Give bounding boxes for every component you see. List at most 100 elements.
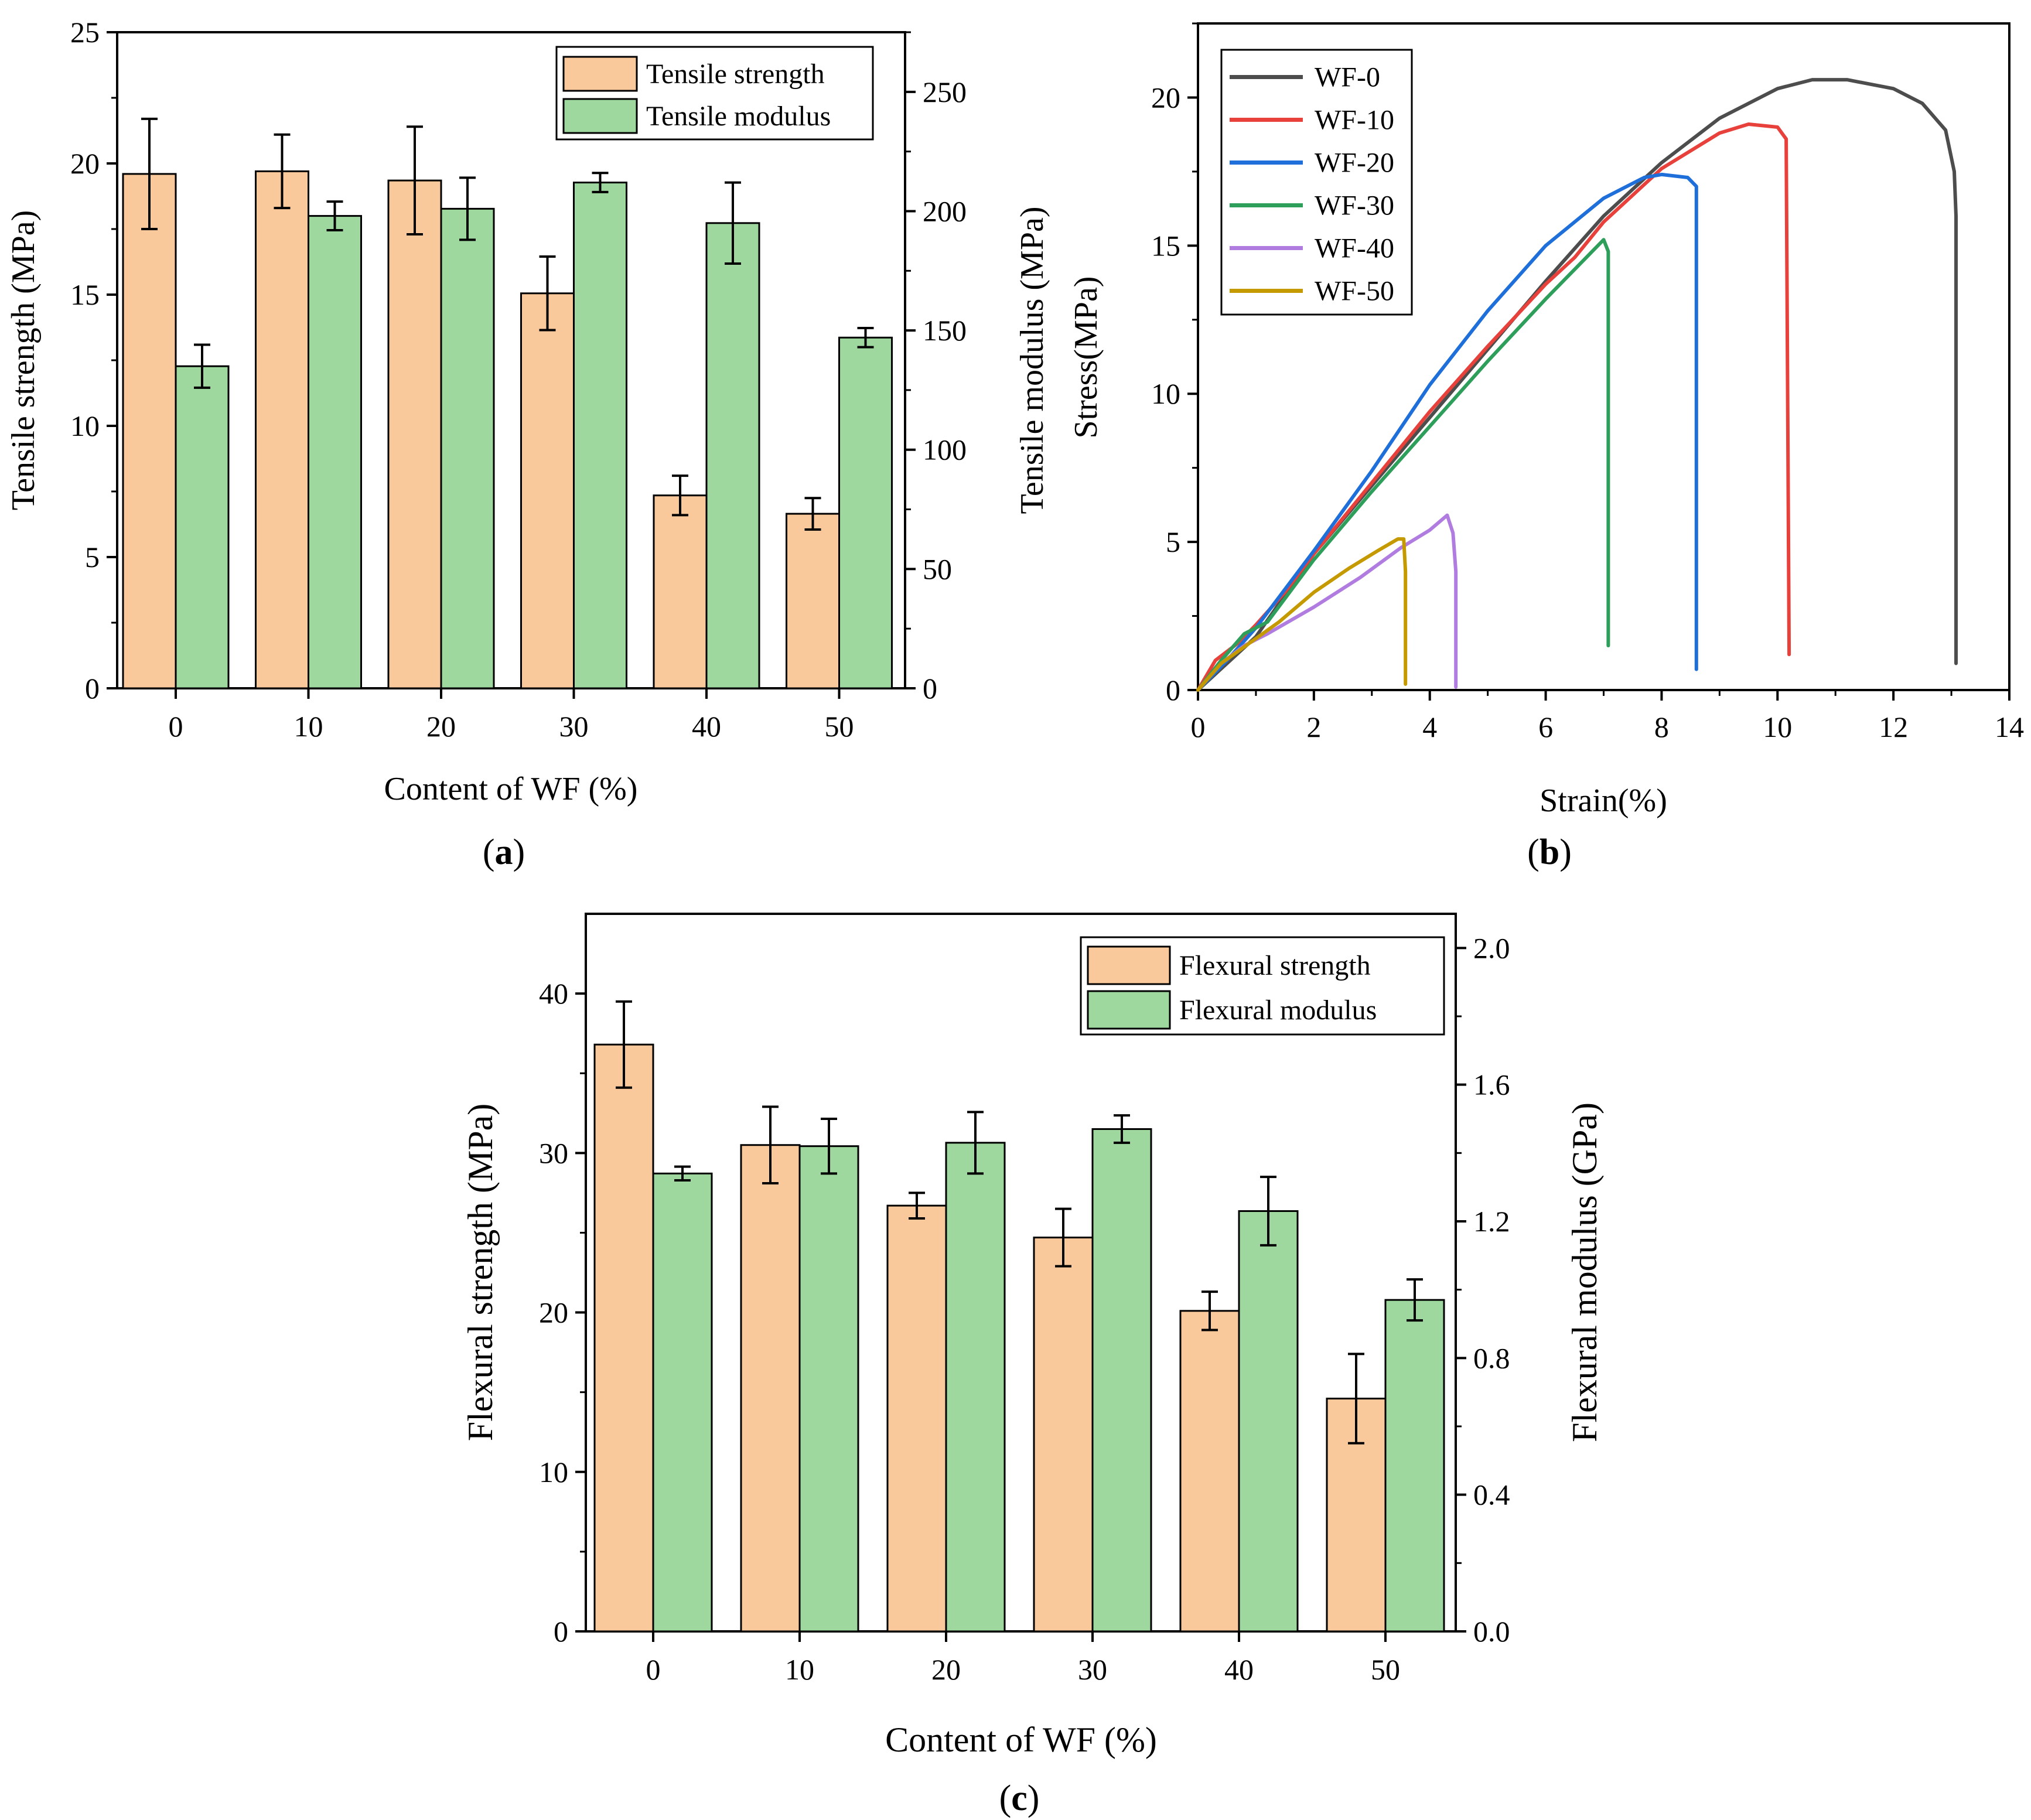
tick-marks: 0 10 20 30 40 0.0 0.4 0.8 1.2 1.6 2.0 0 10 20 30 40 50 — [539, 931, 1510, 1686]
legend-swatch — [562, 56, 638, 92]
y-axis-label-right: Tensile modulus (MPa) — [1014, 207, 1050, 514]
y-tick-label: 20 — [1151, 81, 1180, 114]
y-tick-label: 0 — [1166, 674, 1180, 706]
bar-strength — [740, 1144, 801, 1633]
y-tick-label-left: 10 — [70, 409, 100, 442]
bar-modulus — [175, 365, 230, 689]
legend-box — [1220, 49, 1413, 316]
legend-label: Flexural modulus — [1179, 995, 1377, 1026]
panel-label: (a) — [483, 832, 525, 872]
x-tick-label: 30 — [1078, 1653, 1107, 1686]
tick-marks: 0 2 4 6 8 10 12 14 0 5 10 15 20 — [1151, 22, 2024, 743]
legend-label: Flexural strength — [1179, 950, 1371, 981]
bar-modulus — [1384, 1299, 1445, 1633]
legend-swatch — [1087, 945, 1171, 985]
series-line-wf-50 — [1196, 537, 1408, 692]
bar-strength — [593, 1043, 654, 1633]
panel-c-flexural-bar-chart: 0 10 20 30 40 0.0 0.4 0.8 1.2 1.6 2.0 0 10 20 30 40 50 F… — [461, 913, 1604, 1818]
y-tick-label-left: 20 — [539, 1296, 568, 1329]
y-tick-label-left: 15 — [70, 278, 100, 311]
bar-strength — [1033, 1237, 1094, 1633]
bar-modulus — [705, 222, 760, 689]
y-axis-label: Stress(MPa) — [1068, 276, 1104, 439]
bar-strength — [1179, 1310, 1240, 1633]
y-tick-label-right: 0.4 — [1473, 1478, 1510, 1511]
y-tick-label-left: 0 — [85, 672, 100, 705]
y-tick-label: 15 — [1151, 229, 1180, 262]
x-tick-label: 0 — [169, 710, 183, 743]
bar-strength — [122, 173, 177, 689]
series-line-wf-40 — [1196, 513, 1458, 692]
x-tick-label: 12 — [1879, 711, 1908, 743]
bar-strength — [520, 292, 575, 689]
y-tick-label-right: 1.6 — [1473, 1068, 1510, 1101]
legend-label: WF-0 — [1315, 62, 1380, 93]
y-tick-label-right: 100 — [923, 433, 967, 466]
bar-strength — [786, 513, 840, 689]
y-tick-label-right: 250 — [923, 76, 967, 108]
y-tick-label: 5 — [1166, 525, 1180, 558]
series-line-wf-30 — [1196, 238, 1610, 692]
legend-label: WF-20 — [1315, 148, 1394, 179]
legend-swatch — [1087, 990, 1171, 1030]
x-axis-label: Strain(%) — [1540, 783, 1667, 819]
y-tick-label-left: 25 — [70, 16, 100, 49]
legend-label: WF-40 — [1315, 233, 1394, 264]
y-tick-label-right: 0 — [923, 672, 937, 705]
bars — [593, 1000, 1445, 1633]
x-tick-label: 10 — [785, 1653, 814, 1686]
legend-label: WF-50 — [1315, 276, 1394, 307]
legend-swatch — [562, 98, 638, 134]
bar-modulus — [308, 215, 362, 689]
y-tick-label-right: 2.0 — [1473, 931, 1510, 964]
y-tick-label-left: 40 — [539, 977, 568, 1010]
y-tick-label-left: 5 — [85, 541, 100, 573]
bar-strength — [387, 179, 442, 689]
x-axis-label: Content of WF (%) — [384, 771, 638, 807]
x-tick-label: 0 — [646, 1653, 661, 1686]
x-tick-label: 2 — [1306, 711, 1321, 743]
x-tick-label: 20 — [426, 710, 456, 743]
plot-frame — [585, 913, 1457, 1633]
y-tick-label-right: 200 — [923, 194, 967, 227]
x-tick-label: 30 — [559, 710, 589, 743]
x-tick-label: 50 — [825, 710, 854, 743]
series-line-wf-20 — [1196, 172, 1698, 692]
y-tick-label-left: 20 — [70, 147, 100, 180]
y-tick-label-right: 1.2 — [1473, 1205, 1510, 1238]
bar-modulus — [652, 1172, 713, 1633]
y-axis-label-left: Tensile strength (MPa) — [5, 210, 42, 510]
legend-label: Tensile strength — [646, 59, 825, 90]
x-tick-label: 4 — [1422, 711, 1437, 743]
y-tick-label-right: 150 — [923, 314, 967, 347]
bar-modulus — [838, 336, 893, 689]
x-tick-label: 40 — [1224, 1653, 1254, 1686]
panel-label: (c) — [999, 1778, 1040, 1818]
legend: WF-0 WF-10 WF-20 WF-30 WF-40 WF-50 — [1220, 49, 1413, 316]
x-tick-label: 40 — [692, 710, 721, 743]
legend: Flexural strength Flexural modulus — [1080, 936, 1445, 1036]
panel-label: (b) — [1527, 832, 1572, 872]
y-tick-label-left: 30 — [539, 1136, 568, 1169]
legend-label: WF-30 — [1315, 190, 1394, 221]
legend: Tensile strength Tensile modulus — [555, 46, 874, 141]
bars — [122, 117, 893, 689]
bar-strength — [886, 1204, 947, 1633]
bar-modulus — [945, 1142, 1006, 1633]
y-tick-label-left: 10 — [539, 1456, 568, 1488]
y-tick-label: 10 — [1151, 377, 1180, 410]
x-axis-label: Content of WF (%) — [885, 1720, 1157, 1759]
y-tick-label-right: 0.8 — [1473, 1341, 1510, 1374]
x-tick-label: 50 — [1371, 1653, 1400, 1686]
y-axis-label-right: Flexural modulus (GPa) — [1565, 1102, 1604, 1442]
x-tick-label: 0 — [1191, 711, 1206, 743]
bar-modulus — [1238, 1210, 1299, 1633]
legend-label: WF-10 — [1315, 105, 1394, 136]
x-tick-label: 14 — [1995, 711, 2024, 743]
legend-label: Tensile modulus — [646, 101, 831, 132]
y-tick-label-left: 0 — [554, 1615, 568, 1648]
x-tick-label: 10 — [294, 710, 323, 743]
x-tick-label: 6 — [1538, 711, 1553, 743]
